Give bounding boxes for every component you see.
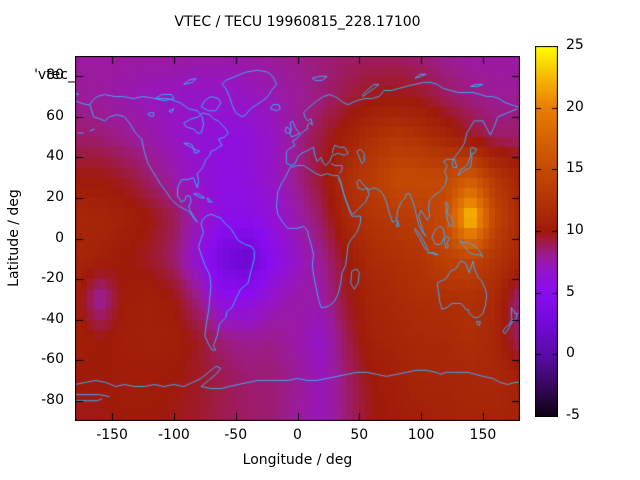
plot-title: VTEC / TECU 19960815_228.17100 — [174, 14, 421, 30]
vtec-heatmap-canvas — [75, 56, 520, 421]
x-tick-label: 50 — [350, 427, 369, 443]
x-tick-label: -50 — [224, 427, 248, 443]
colorbar-tick-label: -5 — [566, 407, 580, 423]
colorbar-tick-label: 5 — [566, 283, 575, 300]
y-tick-label: -80 — [41, 391, 64, 408]
y-tick-label: 20 — [46, 188, 64, 205]
y-tick-label: -20 — [41, 270, 64, 287]
colorbar-tick-label: 0 — [566, 345, 575, 362]
x-tick-label: 0 — [293, 427, 302, 443]
y-tick-label: 40 — [46, 148, 64, 165]
y-tick-label: 80 — [46, 67, 64, 84]
colorbar-tick-label: 10 — [566, 222, 584, 238]
y-tick-label: 60 — [46, 107, 64, 124]
y-tick-label: -40 — [41, 310, 64, 327]
x-tick-label: 100 — [407, 427, 435, 443]
x-tick-label: -150 — [96, 427, 128, 443]
x-tick-label: -100 — [157, 427, 190, 443]
colorbar-tick-label: 15 — [566, 160, 584, 177]
colorbar-canvas — [535, 46, 558, 417]
colorbar-tick-label: 25 — [566, 37, 584, 53]
x-tick-label: 150 — [469, 427, 497, 443]
x-axis-label: Longitude / deg — [242, 452, 353, 468]
y-tick-label: 0 — [55, 229, 64, 246]
y-tick-label: -60 — [41, 351, 64, 368]
stray-label: 'vtec_ — [34, 67, 75, 83]
colorbar-tick-label: 20 — [566, 98, 584, 115]
y-axis-label: Latitude / deg — [6, 189, 22, 287]
